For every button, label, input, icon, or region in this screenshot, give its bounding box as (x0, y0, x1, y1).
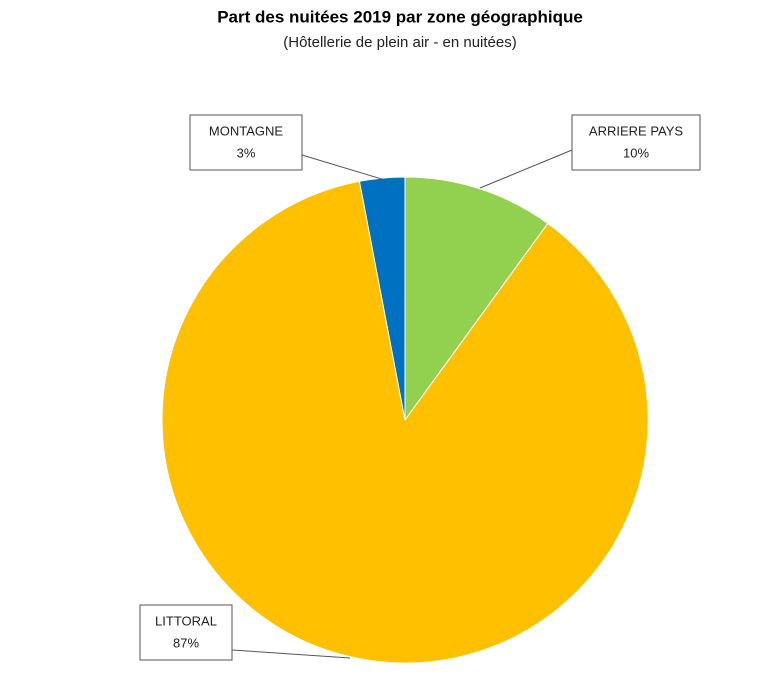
label-box (571, 114, 701, 171)
chart-title: Part des nuitées 2019 par zone géographi… (217, 7, 583, 26)
slice-label: ARRIERE PAYS (589, 123, 683, 138)
leader-line (231, 649, 351, 659)
slice-value-label: 10% (623, 145, 649, 160)
pie-slice (404, 176, 549, 422)
label-box (189, 114, 303, 171)
slice-value-label: 3% (237, 145, 256, 160)
slice-label: MONTAGNE (209, 123, 283, 138)
label-box (139, 604, 233, 661)
slice-value-label: 87% (173, 635, 199, 650)
leader-line (301, 154, 386, 181)
slice-label: LITTORAL (155, 613, 217, 628)
chart-subtitle: (Hôtellerie de plein air - en nuitées) (283, 34, 516, 51)
leader-line (479, 149, 573, 189)
pie-slice (161, 180, 649, 664)
pie-slice (358, 176, 406, 421)
